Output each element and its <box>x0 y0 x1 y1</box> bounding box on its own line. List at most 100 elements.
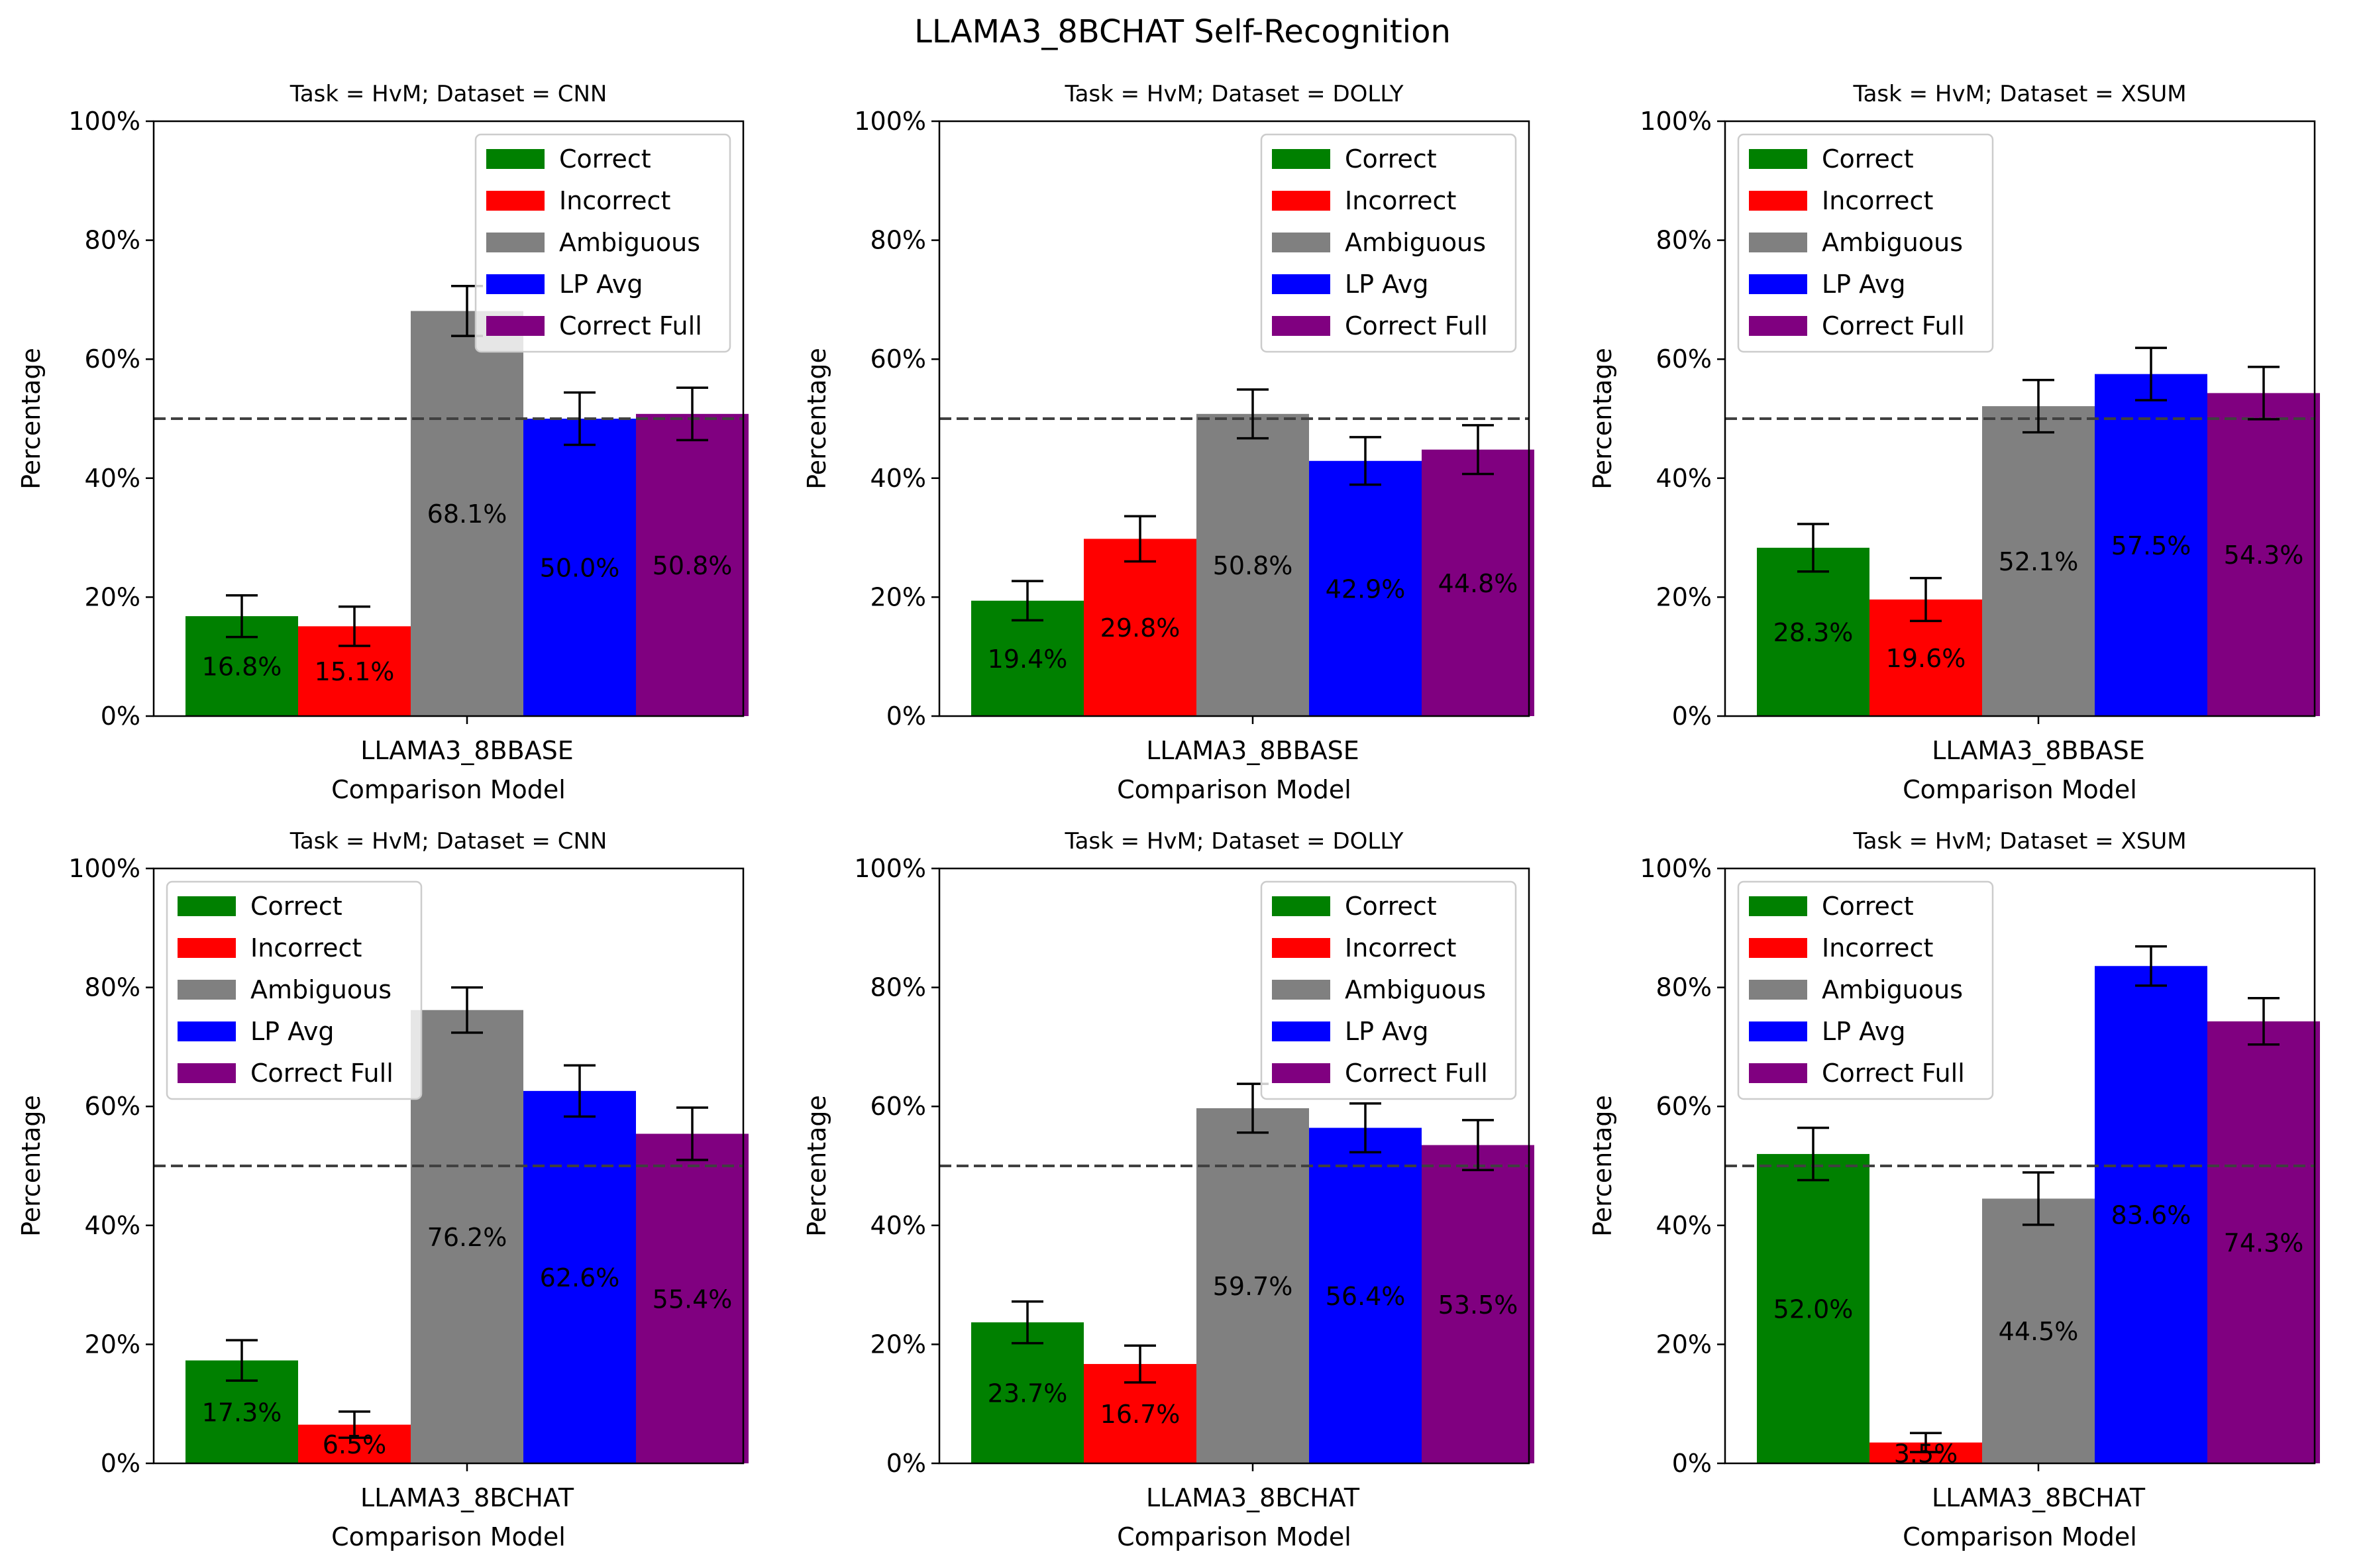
error-bar <box>1124 515 1156 563</box>
y-tick-label: 80% <box>1656 226 1712 255</box>
error-bar <box>676 1106 708 1161</box>
y-axis-label: Percentage <box>1588 348 1617 490</box>
bar-lp-avg <box>2095 966 2207 1463</box>
legend-swatch-correct-full <box>1749 1063 1807 1083</box>
error-bar <box>2135 346 2167 401</box>
legend: Correct Incorrect Ambiguous LP Avg Correct F… <box>1260 880 1517 1100</box>
legend-label: Correct <box>1345 144 1437 174</box>
bar-ambiguous <box>411 1010 523 1463</box>
subplot-grid: Task = HvM; Dataset = CNN 0% 20% 40% 60% 80% 1… <box>17 81 2320 1551</box>
legend-swatch-correct <box>486 149 545 169</box>
bar-value-label: 74.3% <box>2224 1228 2304 1257</box>
error-bar <box>1237 388 1269 440</box>
bar-value-label: 54.3% <box>2224 541 2304 570</box>
legend-swatch-correct <box>1749 149 1807 169</box>
legend-swatch-lp-avg <box>1272 1021 1330 1041</box>
legend-label: Correct Full <box>559 311 702 340</box>
y-tick-label: 80% <box>85 973 140 1002</box>
error-bar <box>2248 366 2280 421</box>
error-bar <box>1349 1102 1381 1154</box>
legend-label: Ambiguous <box>1345 975 1486 1004</box>
bar-value-label: 50.0% <box>540 554 620 583</box>
subplot-2: Task = HvM; Dataset = DOLLY 0% 20% 40% 60% 80… <box>802 81 1534 804</box>
error-bar <box>564 391 596 446</box>
error-bar <box>564 1064 596 1118</box>
legend-swatch-correct <box>1749 896 1807 916</box>
legend-swatch-ambiguous <box>178 980 236 1000</box>
bar-value-label: 29.8% <box>1100 613 1181 643</box>
x-tick-label: LLAMA3_8BBASE <box>360 736 574 765</box>
x-axis-label: Comparison Model <box>1903 775 2137 804</box>
bar-value-label: 6.5% <box>323 1430 387 1459</box>
legend-swatch-lp-avg <box>1272 274 1330 294</box>
y-tick-label: 0% <box>101 1449 140 1478</box>
y-axis-label: Percentage <box>802 1095 831 1237</box>
error-bar <box>1462 1119 1494 1172</box>
x-axis-label: Comparison Model <box>331 1522 566 1551</box>
legend-label: Correct Full <box>1345 311 1488 340</box>
bar-value-label: 56.4% <box>1326 1282 1406 1311</box>
subplot-title: Task = HvM; Dataset = DOLLY <box>1064 81 1403 107</box>
legend-label: Correct <box>559 144 651 174</box>
error-bar <box>2023 378 2054 434</box>
y-tick-label: 80% <box>870 226 926 255</box>
legend-swatch-ambiguous <box>1749 233 1807 252</box>
legend-box <box>1260 133 1517 353</box>
x-axis-label: Comparison Model <box>1117 1522 1351 1551</box>
legend-swatch-correct <box>1272 149 1330 169</box>
axes-frame <box>1724 867 2316 1465</box>
legend-swatch-lp-avg <box>486 274 545 294</box>
legend-label: Correct Full <box>1345 1059 1488 1088</box>
legend-label: Correct <box>1822 892 1914 921</box>
legend-swatch-incorrect <box>1272 938 1330 958</box>
y-tick-label: 60% <box>1656 344 1712 374</box>
legend-swatch-correct-full <box>1272 1063 1330 1083</box>
bar-value-label: 16.7% <box>1100 1400 1181 1429</box>
subplot-4: Task = HvM; Dataset = CNN 0% 20% 40% 60% 80% 1… <box>17 828 749 1551</box>
y-tick-label: 100% <box>68 107 140 136</box>
bar-value-label: 44.8% <box>1438 569 1518 598</box>
legend-swatch-incorrect <box>1749 938 1807 958</box>
error-bar <box>2135 945 2167 987</box>
bar-value-label: 15.1% <box>315 657 395 686</box>
error-bar <box>2248 997 2280 1046</box>
legend: Correct Incorrect Ambiguous LP Avg Correct F… <box>166 880 423 1100</box>
bar-value-label: 52.1% <box>1999 547 2079 576</box>
legend-label: Correct <box>1345 892 1437 921</box>
legend-swatch-correct <box>1272 896 1330 916</box>
bar-value-label: 50.8% <box>653 551 733 580</box>
legend-box <box>1260 880 1517 1100</box>
y-tick-label: 60% <box>1656 1092 1712 1121</box>
bar-correct-full <box>2207 393 2320 716</box>
bar-ambiguous <box>1982 406 2095 716</box>
bar-value-label: 52.0% <box>1773 1295 1854 1324</box>
y-tick-label: 60% <box>85 1092 140 1121</box>
bar-lp-avg <box>523 419 636 716</box>
legend-swatch-correct-full <box>1272 316 1330 336</box>
bar-correct-full <box>636 413 749 716</box>
legend: Correct Incorrect Ambiguous LP Avg Correct F… <box>1737 880 1994 1100</box>
y-tick-label: 0% <box>886 702 926 731</box>
error-bar <box>339 605 370 647</box>
error-bar <box>1797 1126 1829 1182</box>
legend-label: LP Avg <box>1822 1017 1906 1046</box>
legend-label: Ambiguous <box>1822 228 1963 257</box>
legend-label: Ambiguous <box>250 975 392 1004</box>
y-axis-label: Percentage <box>17 348 46 490</box>
axes-frame <box>152 120 745 717</box>
y-tick-label: 40% <box>1656 464 1712 493</box>
y-tick-label: 20% <box>870 582 926 611</box>
bar-value-label: 59.7% <box>1213 1272 1293 1301</box>
y-tick-label: 20% <box>1656 1330 1712 1359</box>
error-bar <box>1462 424 1494 476</box>
axes-frame <box>938 120 1530 717</box>
legend-label: Incorrect <box>1345 933 1456 963</box>
subplot-title: Task = HvM; Dataset = XSUM <box>1852 81 2186 107</box>
legend-swatch-incorrect <box>1272 191 1330 211</box>
error-bar <box>339 1410 370 1439</box>
legend-label: Incorrect <box>1822 186 1933 215</box>
bar-value-label: 19.4% <box>988 645 1068 674</box>
legend-swatch-correct <box>178 896 236 916</box>
legend-swatch-incorrect <box>1749 191 1807 211</box>
